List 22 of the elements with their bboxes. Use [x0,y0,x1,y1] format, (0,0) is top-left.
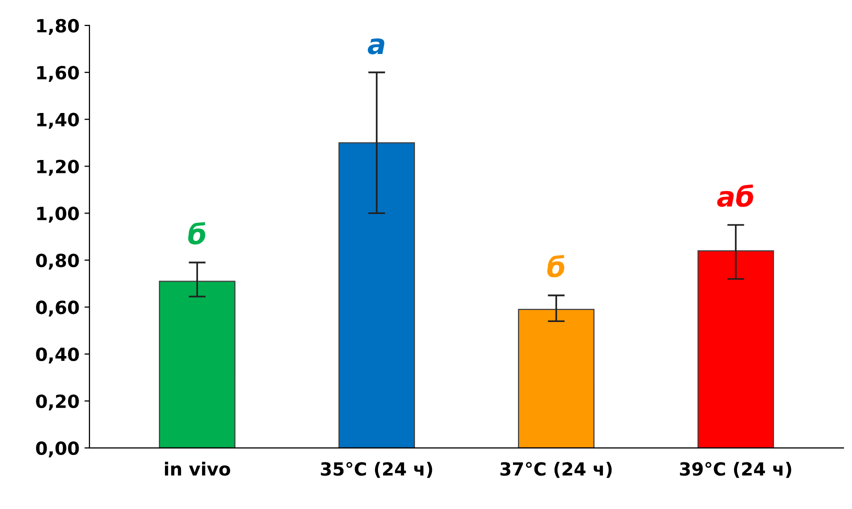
y-tick-label: 0,00 [36,441,79,458]
x-tick-label: 37°C (24 ч) [500,462,612,478]
y-tick-label: 0,80 [36,254,79,270]
annotation: аб [717,184,754,207]
annotation: б [188,222,206,244]
x-tick-label: in vivo [164,462,230,476]
y-tick-label: 0,40 [36,347,79,364]
bar [518,308,594,448]
annotation: б [547,254,564,278]
bar [158,280,236,448]
bar [338,142,415,448]
y-tick-label: 1,80 [37,18,79,35]
annotation: а [368,38,384,54]
y-tick-label: 0,20 [36,394,79,410]
x-tick-label: 39°C (24 ч) [680,462,792,478]
y-tick-label: 0,60 [36,300,79,317]
bar [698,250,774,448]
x-tick-label: 35°C (24 ч) [320,462,432,478]
y-tick-label: 1,60 [37,66,79,82]
y-tick-label: 1,20 [37,160,79,176]
y-tick-label: 1,40 [37,112,79,129]
y-tick-label: 1,00 [37,206,79,223]
